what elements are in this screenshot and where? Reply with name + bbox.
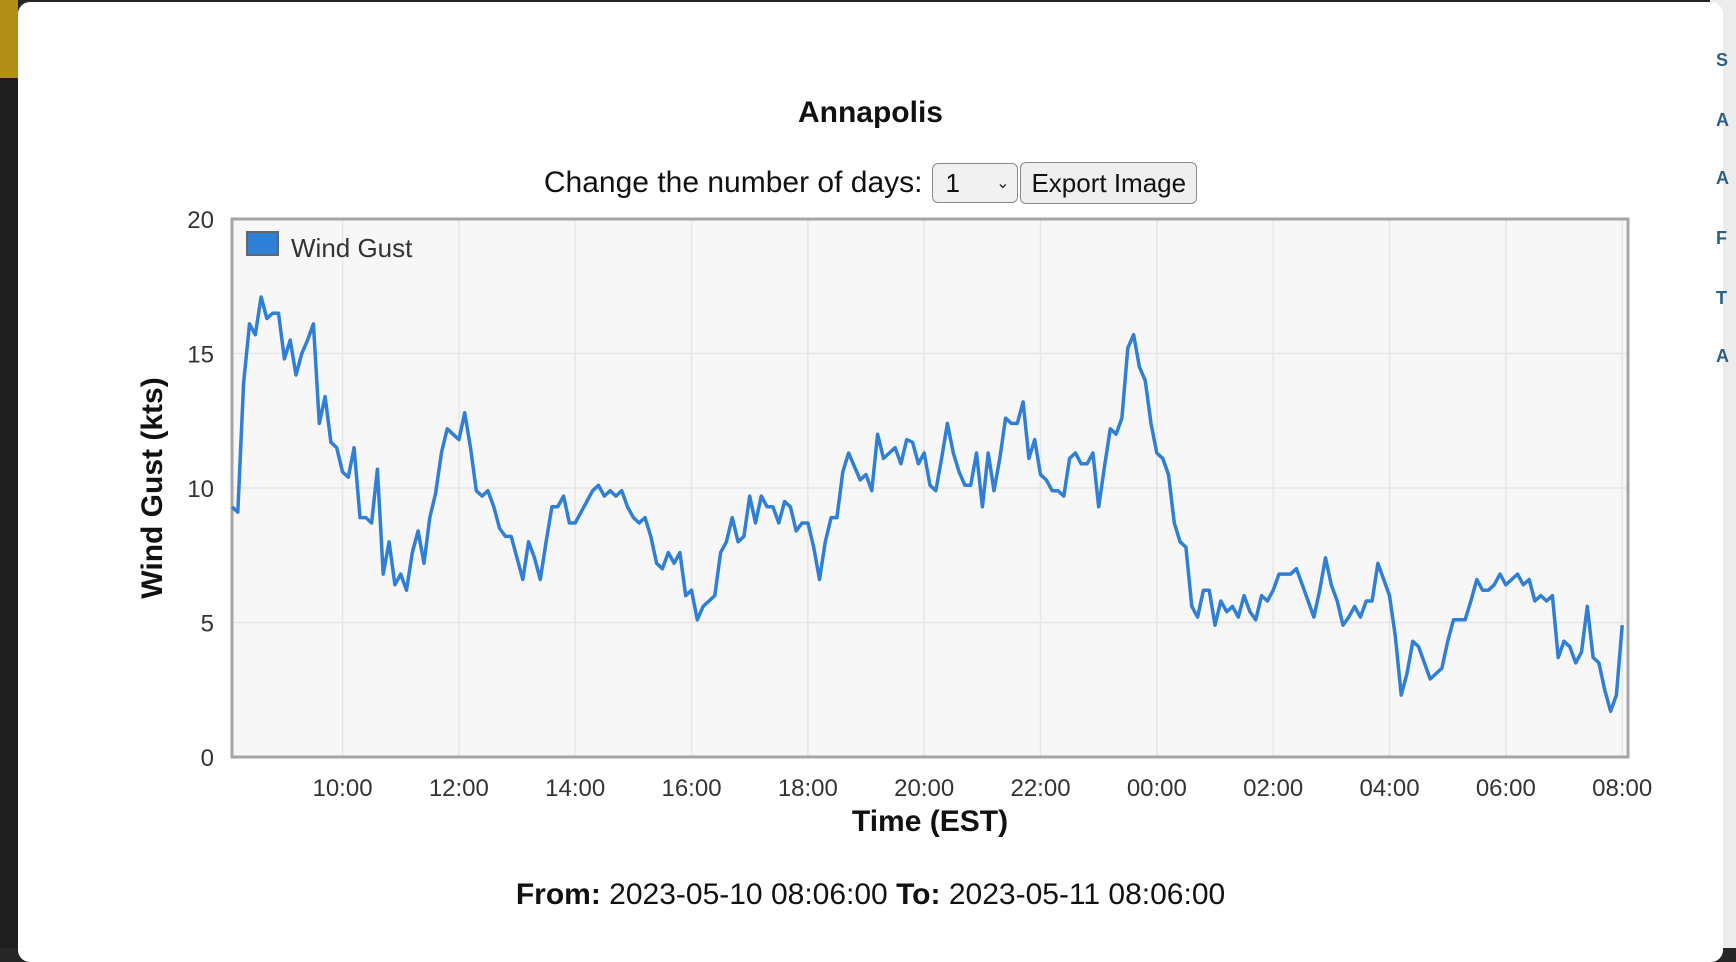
days-label: Change the number of days: (543, 166, 923, 199)
days-select[interactable]: 1 ⌄ (932, 163, 1019, 203)
x-tick-label: 14:00 (545, 775, 605, 802)
y-tick-label: 0 (201, 745, 214, 772)
from-value: 2023-05-10 08:06:00 (609, 878, 888, 911)
x-tick-label: 02:00 (1243, 775, 1303, 802)
background-edge-letter: A (1716, 168, 1729, 188)
x-tick-label: 22:00 (1010, 775, 1070, 802)
x-tick-label: 16:00 (661, 775, 721, 802)
y-tick-label: 10 (187, 476, 214, 503)
days-select-value: 1 (945, 167, 960, 198)
legend-label: Wind Gust (291, 233, 413, 263)
x-tick-label: 12:00 (429, 775, 489, 802)
legend-swatch (246, 231, 279, 256)
x-tick-label: 04:00 (1359, 775, 1419, 802)
x-axis-ticks: 10:00 12:00 14:00 16:00 18:00 20:00 22:00 00:00… (312, 775, 1652, 802)
legend: Wind Gust (246, 231, 413, 263)
y-tick-label: 20 (187, 207, 214, 234)
y-axis-label: Wind Gust (kts) (136, 377, 169, 598)
y-tick-label: 15 (187, 342, 214, 369)
x-tick-label: 08:00 (1592, 775, 1652, 802)
plot-frame (230, 217, 1630, 759)
x-tick-label: 00:00 (1127, 775, 1187, 802)
background-edge-letter: A (1716, 346, 1729, 366)
background-edge-letter: T (1716, 288, 1727, 308)
background-edge-letter: A (1716, 110, 1729, 130)
export-image-button[interactable]: Export Image (1020, 162, 1198, 204)
x-axis-label: Time (EST) (852, 805, 1008, 838)
background-edge-letter: F (1716, 228, 1727, 248)
chart-title: Annapolis (797, 96, 943, 129)
x-tick-label: 06:00 (1476, 775, 1536, 802)
background-edge-letter: S (1716, 50, 1729, 70)
to-label: To: (896, 878, 941, 911)
chevron-down-icon: ⌄ (996, 175, 1010, 192)
x-tick-label: 10:00 (312, 775, 372, 802)
to-value: 2023-05-11 08:06:00 (948, 878, 1226, 911)
grid-lines (232, 219, 1628, 757)
x-tick-label: 18:00 (778, 775, 838, 802)
y-axis-ticks: 0 5 10 15 20 (187, 207, 214, 772)
background-highlight (0, 0, 18, 78)
chart-controls: Change the number of days: 1 ⌄ Export Im… (18, 162, 1723, 204)
date-range: From: 2023-05-10 08:06:00 To: 2023-05-11… (18, 878, 1723, 912)
from-label: From: (515, 878, 601, 911)
y-tick-label: 5 (201, 611, 214, 638)
x-tick-label: 20:00 (894, 775, 954, 802)
series-line-wind-gust (230, 295, 1624, 714)
background-window (0, 0, 18, 948)
